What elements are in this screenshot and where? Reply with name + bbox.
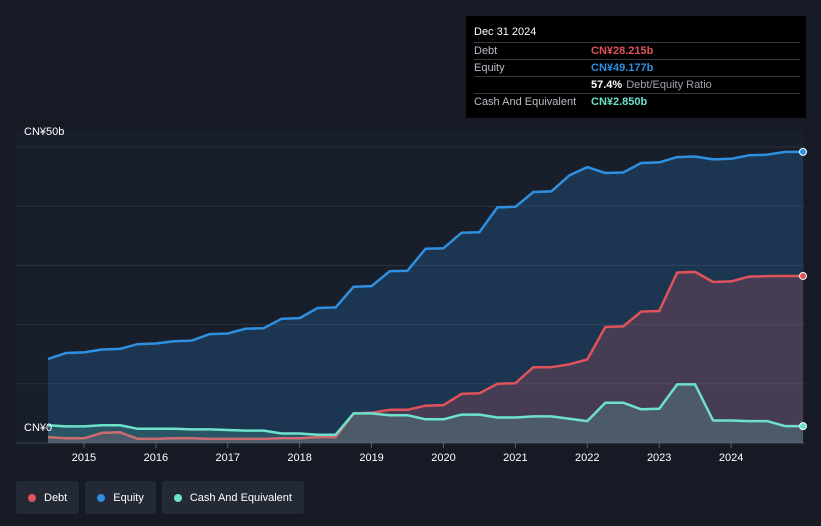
- x-tick-label-4: 2019: [359, 452, 383, 464]
- debt-end-marker[interactable]: [799, 271, 807, 280]
- tooltip-row-debt: Debt CN¥28.215b: [474, 42, 800, 59]
- debt-line: [47, 270, 803, 441]
- x-tick-label-5: 2020: [431, 452, 455, 464]
- cash-area: [48, 384, 803, 443]
- legend-equity-label: Equity: [113, 491, 144, 504]
- legend-debt-label: Debt: [44, 491, 68, 504]
- debt-area: [48, 271, 803, 443]
- tooltip-ratio-value: 57.4%: [591, 79, 623, 91]
- tooltip-row-ratio: 57.4% Debt/Equity Ratio: [474, 76, 800, 93]
- cash-end-marker[interactable]: [799, 422, 807, 431]
- tooltip-debt-value: CN¥28.215b: [591, 45, 654, 57]
- cash-dot-icon: [173, 493, 182, 502]
- x-tick-label-9: 2024: [719, 452, 743, 464]
- legend-item-debt[interactable]: Debt: [16, 481, 80, 514]
- x-tick-label-8: 2023: [647, 452, 671, 464]
- x-tick-label-3: 2018: [287, 452, 311, 464]
- tooltip-equity-value: CN¥49.177b: [591, 62, 654, 74]
- equity-area: [48, 151, 803, 443]
- tooltip-panel: Dec 31 2024 Debt CN¥28.215b Equity CN¥49…: [466, 16, 806, 118]
- x-axis-ticks: 2015 2016 2017 2018 2019 2020 2021 2022 2023 2024: [72, 443, 743, 464]
- equity-line: [47, 150, 803, 361]
- tooltip-row-equity: Equity CN¥49.177b: [474, 59, 800, 76]
- cash-line: [47, 383, 803, 436]
- y-tick-label-1: CN¥0: [24, 422, 52, 434]
- y-tick-label-0: CN¥50b: [24, 126, 64, 138]
- tooltip-ratio-label: Debt/Equity Ratio: [626, 79, 712, 91]
- equity-dot-icon: [97, 493, 106, 502]
- tooltip-date: Dec 31 2024: [474, 26, 537, 38]
- tooltip-cash-label: Cash And Equivalent: [474, 96, 577, 108]
- legend-item-equity[interactable]: Equity: [85, 481, 156, 514]
- x-tick-label-1: 2016: [144, 452, 168, 464]
- plot-background: [16, 130, 805, 445]
- legend-cash-label: Cash And Equivalent: [189, 491, 292, 504]
- debt-dot-icon: [28, 493, 36, 502]
- equity-end-marker[interactable]: [799, 147, 807, 156]
- y-axis-ticks: CN¥50b CN¥0: [24, 126, 64, 434]
- legend-item-cash[interactable]: Cash And Equivalent: [161, 481, 304, 514]
- x-tick-label-7: 2022: [575, 452, 599, 464]
- x-tick-label-6: 2021: [503, 452, 527, 464]
- tooltip-debt-label: Debt: [474, 45, 498, 57]
- tooltip-row-cash: Cash And Equivalent CN¥2.850b: [474, 93, 800, 110]
- x-tick-label-2: 2017: [216, 452, 240, 464]
- x-tick-label-0: 2015: [72, 452, 96, 464]
- series-layer: [47, 147, 807, 443]
- tooltip-cash-value: CN¥2.850b: [591, 96, 648, 108]
- legend: Debt Equity Cash And Equivalent: [16, 481, 304, 514]
- tooltip-equity-label: Equity: [474, 62, 505, 74]
